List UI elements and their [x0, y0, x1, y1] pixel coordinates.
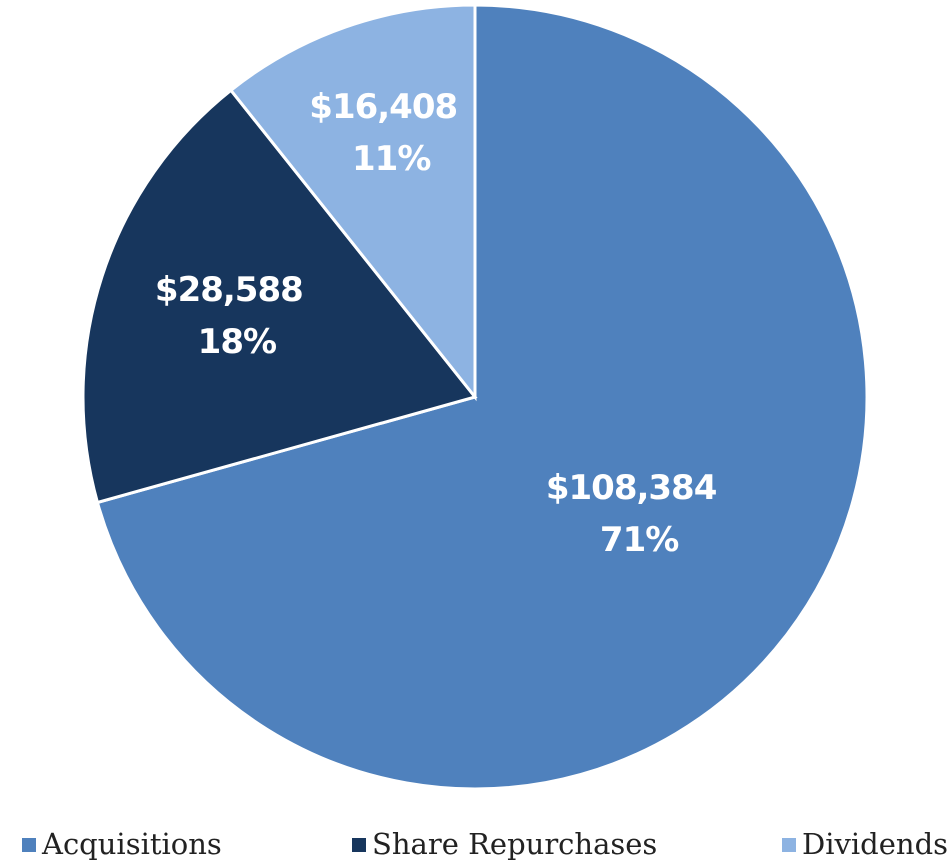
legend-label: Acquisitions: [41, 827, 222, 861]
percent-label: 71%: [600, 520, 678, 560]
legend-label: Share Repurchases: [372, 827, 657, 861]
value-label: $28,588: [155, 270, 303, 310]
legend-swatch: [782, 838, 796, 852]
legend-swatch: [352, 838, 366, 852]
percent-label: 11%: [352, 139, 430, 179]
pie-slice: [81, 88, 478, 505]
value-label: $108,384: [546, 468, 717, 508]
percent-label: 18%: [198, 322, 276, 362]
legend-label: Dividends: [802, 827, 948, 861]
pie-slice: [95, 3, 869, 791]
value-label: $16,408: [309, 87, 457, 127]
legend-swatch: [22, 838, 36, 852]
pie-slice: [228, 3, 477, 402]
